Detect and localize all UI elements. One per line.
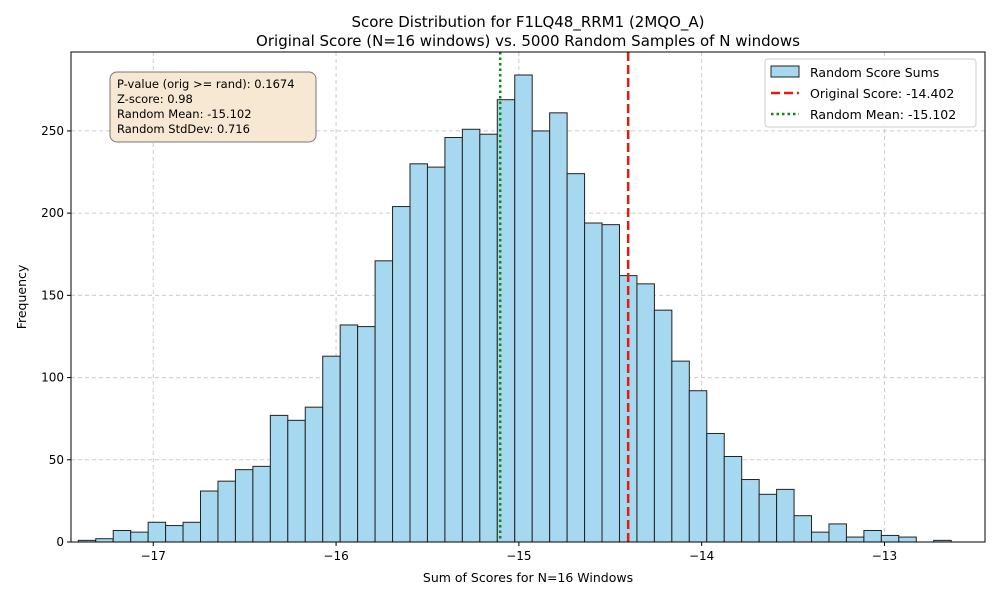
histogram-bar bbox=[863, 529, 882, 543]
stats-box: P-value (orig >= rand): 0.1674 Z-score: … bbox=[109, 71, 317, 143]
histogram-bar bbox=[182, 521, 202, 543]
histogram-bar bbox=[165, 525, 184, 543]
histogram-bar bbox=[339, 324, 359, 543]
legend-frame bbox=[764, 58, 977, 128]
x-axis-ticks: −17 −16 −15 −14 −13 bbox=[141, 542, 897, 563]
legend-label-mean: Random Mean: -15.102 bbox=[810, 107, 956, 122]
chart-subtitle: Original Score (N=16 windows) vs. 5000 R… bbox=[256, 32, 800, 50]
chart-title: Score Distribution for F1LQ48_RRM1 (2MQO… bbox=[351, 13, 704, 32]
y-tick-label: 0 bbox=[56, 535, 64, 549]
legend: Random Score Sums Original Score: -14.40… bbox=[764, 58, 977, 128]
histogram-bar bbox=[566, 173, 586, 543]
histogram-bar bbox=[200, 490, 219, 543]
histogram-bar bbox=[845, 536, 865, 543]
histogram-bar bbox=[269, 414, 289, 543]
histogram-bar bbox=[322, 355, 341, 543]
y-tick-label: 200 bbox=[41, 206, 64, 220]
histogram-bar bbox=[357, 326, 376, 543]
stats-random-mean: Random Mean: -15.102 bbox=[117, 107, 252, 121]
stats-box-background bbox=[109, 71, 317, 143]
histogram-bar bbox=[706, 432, 725, 543]
histogram-bar bbox=[461, 128, 481, 543]
histogram-bar bbox=[112, 529, 132, 543]
x-tick-label: −16 bbox=[323, 549, 348, 563]
stats-zscore: Z-score: 0.98 bbox=[117, 92, 193, 106]
histogram-bar bbox=[601, 224, 620, 543]
legend-label-original: Original Score: -14.402 bbox=[810, 86, 954, 101]
legend-bar-swatch bbox=[770, 65, 800, 78]
x-tick-label: −17 bbox=[141, 549, 166, 563]
histogram-bar bbox=[880, 534, 900, 543]
histogram-bar bbox=[287, 419, 306, 543]
histogram-bar bbox=[688, 390, 708, 543]
histogram-bar bbox=[217, 480, 236, 543]
plot-frame bbox=[70, 51, 986, 543]
histogram-bar bbox=[130, 531, 149, 543]
x-tick-label: −14 bbox=[689, 549, 714, 563]
stats-random-stddev: Random StdDev: 0.716 bbox=[117, 122, 250, 136]
histogram-bar bbox=[426, 166, 446, 543]
histogram-bar bbox=[776, 488, 795, 543]
histogram-bar bbox=[234, 469, 254, 543]
y-tick-label: 250 bbox=[41, 124, 64, 138]
legend-label-random-sums: Random Score Sums bbox=[810, 65, 939, 80]
y-axis-label: Frequency bbox=[14, 264, 29, 329]
y-tick-label: 100 bbox=[41, 371, 64, 385]
histogram-bar bbox=[514, 74, 533, 543]
histogram-bar bbox=[549, 112, 568, 543]
histogram-bar bbox=[147, 521, 167, 543]
histogram-bar bbox=[444, 137, 463, 543]
histogram-bar bbox=[793, 515, 813, 543]
histogram-bar bbox=[531, 130, 551, 543]
histogram-bar bbox=[898, 536, 917, 543]
histogram-bar bbox=[252, 465, 271, 543]
y-tick-label: 150 bbox=[41, 288, 64, 302]
histogram-bar bbox=[741, 479, 760, 543]
histogram-bar bbox=[479, 133, 498, 543]
histogram-bar bbox=[811, 531, 830, 543]
histogram-bar bbox=[374, 260, 394, 543]
y-axis-ticks: 0 50 100 150 200 250 bbox=[41, 124, 71, 549]
histogram-bar bbox=[304, 406, 324, 543]
histogram-bar bbox=[828, 523, 847, 543]
histogram-bar bbox=[653, 309, 673, 543]
histogram-bar bbox=[392, 206, 411, 543]
y-tick-label: 50 bbox=[49, 453, 64, 467]
x-tick-label: −15 bbox=[506, 549, 531, 563]
histogram-bar bbox=[671, 360, 690, 543]
x-axis-label: Sum of Scores for N=16 Windows bbox=[423, 570, 633, 585]
histogram-bar bbox=[723, 455, 743, 543]
reference-lines bbox=[498, 52, 630, 542]
histogram-bar bbox=[758, 493, 778, 543]
stats-pvalue: P-value (orig >= rand): 0.1674 bbox=[117, 77, 295, 91]
histogram-bar bbox=[409, 163, 428, 543]
histogram-bar bbox=[584, 222, 603, 543]
histogram-bar bbox=[636, 283, 655, 543]
histogram-bars bbox=[77, 74, 952, 543]
x-tick-label: −13 bbox=[872, 549, 897, 563]
